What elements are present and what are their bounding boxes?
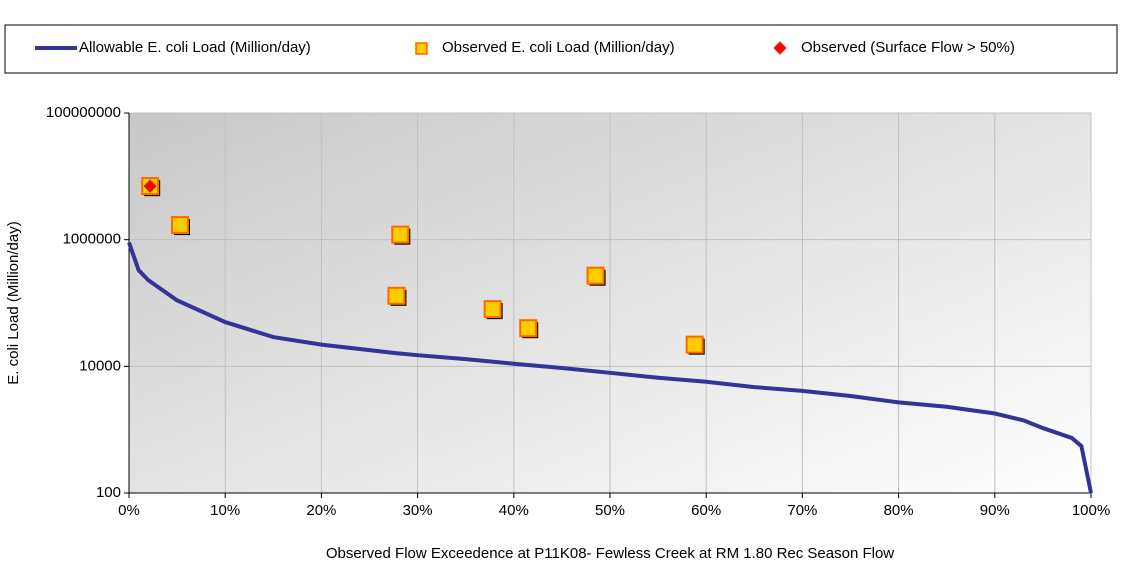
y-axis-title: E. coli Load (Million/day) [5, 221, 22, 384]
x-tick-label: 100% [1072, 502, 1110, 519]
x-tick-label: 50% [595, 502, 625, 519]
marker [685, 335, 704, 354]
x-tick-label: 90% [980, 502, 1010, 519]
legend-label: Observed E. coli Load (Million/day) [442, 39, 675, 56]
y-tick-label: 100000000 [46, 104, 121, 121]
x-tick-label: 30% [403, 502, 433, 519]
marker [586, 266, 605, 285]
marker [391, 225, 410, 244]
legend-label: Allowable E. coli Load (Million/day) [79, 39, 311, 56]
line [127, 241, 1093, 494]
marker [483, 300, 502, 319]
x-tick-label: 10% [210, 502, 240, 519]
y-tick-label: 100 [96, 484, 121, 501]
x-axis-title: Observed Flow Exceedence at P11K08- Fewl… [326, 545, 894, 562]
x-tick-label: 0% [118, 502, 140, 519]
x-tick-label: 80% [884, 502, 914, 519]
y-tick-label: 10000 [79, 357, 121, 374]
x-tick-label: 60% [691, 502, 721, 519]
marker [143, 179, 157, 193]
legend-box [4, 24, 1118, 74]
chart-content: 0% 10% 20% 30% 40% 50% 60% 70% 80% 90% 100% 100 1000… [35, 39, 1110, 519]
x-tick-label: 70% [787, 502, 817, 519]
marker [773, 41, 787, 55]
marker [170, 216, 189, 235]
marker [415, 42, 428, 55]
marker [387, 286, 406, 305]
x-tick-label: 40% [499, 502, 529, 519]
x-tick-label: 20% [306, 502, 336, 519]
legend-label: Observed (Surface Flow > 50%) [801, 39, 1015, 56]
y-tick-label: 1000000 [63, 231, 121, 248]
marker [519, 319, 538, 338]
